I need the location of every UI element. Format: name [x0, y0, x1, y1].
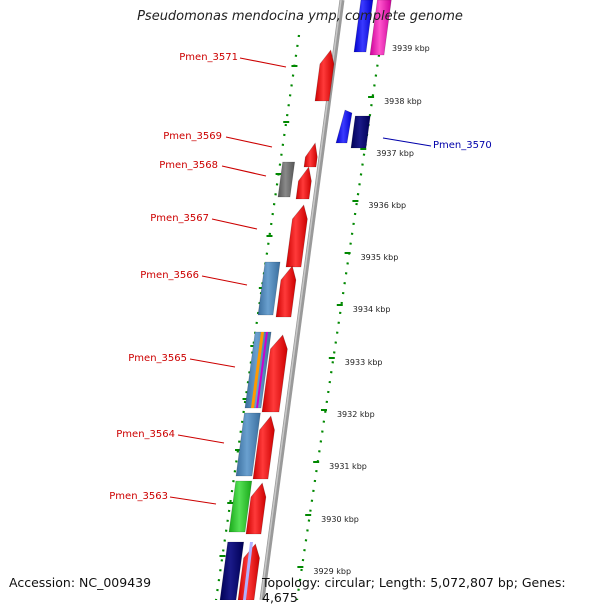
leader-line-pmen-3566 — [201, 275, 248, 286]
gene-reverse-magenta-top — [369, 0, 392, 56]
leader-line-pmen-3571 — [239, 57, 287, 68]
kbp-tick-label: 3930 kbp — [321, 515, 359, 524]
accession-text: Accession: NC_009439 — [9, 575, 152, 590]
kbp-tick-label: 3936 kbp — [368, 201, 406, 210]
gene-label-pmen-3566: Pmen_3566 — [140, 270, 199, 281]
leader-line-pmen-3565 — [189, 358, 236, 368]
gene-pmen-3563-feature — [228, 480, 253, 533]
leader-line-pmen-3568 — [221, 165, 267, 177]
topology-text: Topology: circular; Length: 5,072,807 bp… — [262, 575, 566, 605]
leader-line-pmen-3563 — [169, 496, 217, 505]
gene-label-pmen-3571: Pmen_3571 — [179, 52, 238, 63]
kbp-tick-label: 3932 kbp — [337, 410, 375, 419]
gene-pmen-3566-arrow — [275, 265, 297, 318]
leader-line-pmen-3567 — [211, 218, 258, 230]
gene-pmen-3570-feature — [350, 115, 371, 149]
gene-pmen-3563-arrow — [245, 482, 267, 535]
gene-pmen-3564-arrow — [252, 415, 275, 480]
gene-pmen-3564-feature — [235, 412, 261, 477]
gene-pmen-3568-arrow — [295, 166, 312, 200]
gene-pmen-3569-arrow — [303, 142, 318, 168]
kbp-tick-label: 3935 kbp — [361, 253, 399, 262]
feature-orange-stripe — [251, 332, 264, 408]
kbp-tick-label: 3934 kbp — [353, 305, 391, 314]
kbp-tick-label: 3939 kbp — [392, 44, 430, 53]
gene-label-pmen-3565: Pmen_3565 — [128, 353, 187, 364]
gene-reverse-blue-top — [353, 0, 374, 53]
gene-pmen-3567-arrow — [285, 204, 308, 268]
gene-label-pmen-3570: Pmen_3570 — [433, 140, 492, 151]
feature-lavender-stripe — [243, 542, 253, 600]
kbp-tick-label: 3938 kbp — [384, 97, 422, 106]
kbp-tick-label: 3929 kbp — [313, 567, 351, 576]
gene-pmen-3568-feature — [277, 161, 296, 198]
feature-magenta-stripe — [256, 332, 268, 408]
gene-label-pmen-3567: Pmen_3567 — [150, 213, 209, 224]
leader-line-pmen-3570 — [382, 137, 432, 147]
leader-line-pmen-3564 — [177, 434, 225, 444]
gene-pmen-3566-feature — [257, 261, 281, 316]
gene-pmen-3571-arrow — [314, 49, 335, 102]
gene-label-pmen-3569: Pmen_3569 — [163, 131, 222, 142]
leader-line-pmen-3569 — [225, 136, 273, 148]
kbp-tick-label: 3933 kbp — [345, 358, 383, 367]
gene-pmen-3570-arrow — [335, 109, 353, 144]
gene-next-feature — [219, 541, 245, 600]
gene-label-pmen-3564: Pmen_3564 — [116, 429, 175, 440]
genome-title: Pseudomonas mendocina ymp, complete geno… — [137, 9, 463, 24]
gene-label-pmen-3568: Pmen_3568 — [159, 160, 218, 171]
kbp-tick-label: 3931 kbp — [329, 462, 367, 471]
kbp-tick-label: 3937 kbp — [376, 149, 414, 158]
gene-pmen-3565-arrow — [261, 334, 288, 413]
gene-label-pmen-3563: Pmen_3563 — [109, 491, 168, 502]
